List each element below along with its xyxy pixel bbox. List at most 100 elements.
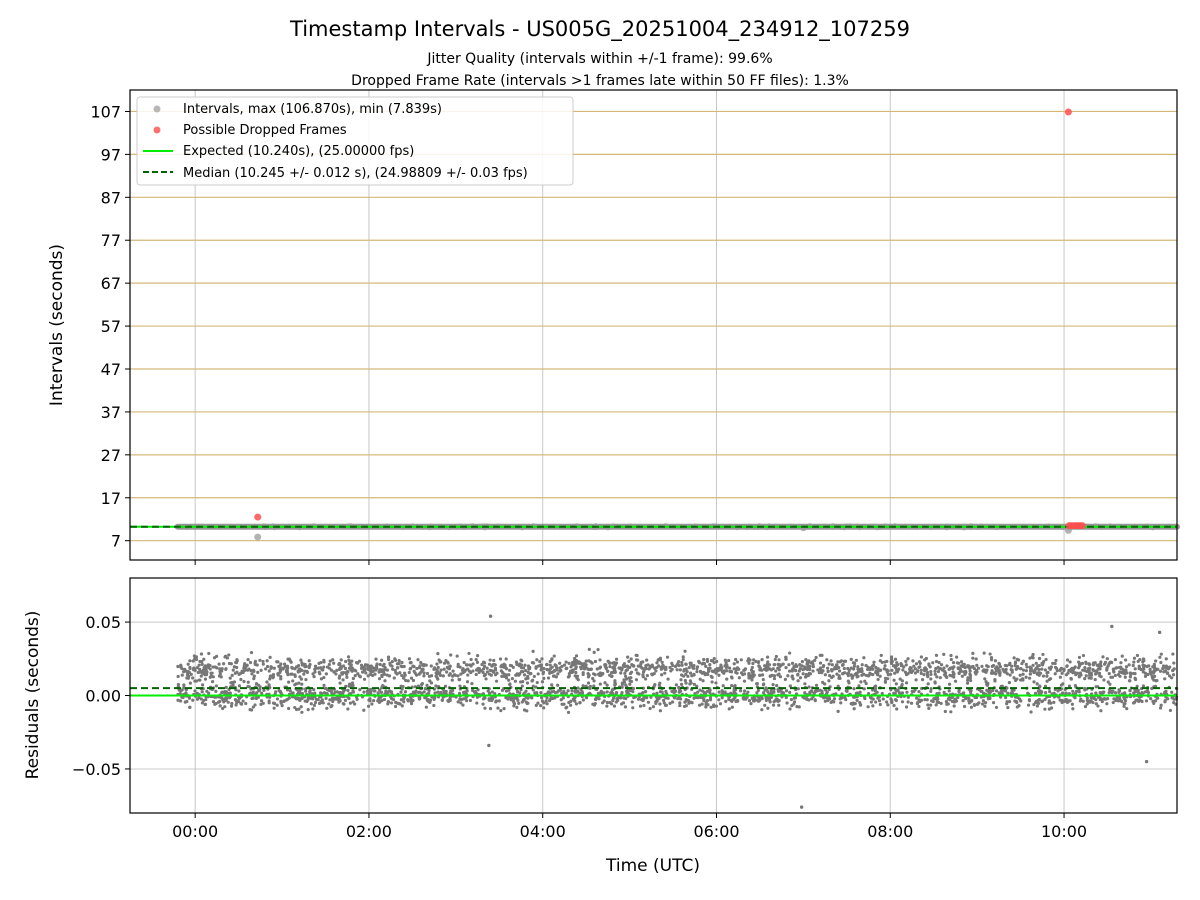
residual-point <box>545 696 549 700</box>
residual-point <box>693 692 697 696</box>
residual-point <box>576 686 580 690</box>
residual-point <box>1083 705 1088 709</box>
residual-point <box>1124 665 1129 669</box>
residual-point <box>721 684 725 688</box>
residual-point <box>1123 675 1127 679</box>
residual-point <box>275 660 279 664</box>
residual-point <box>1109 675 1113 679</box>
residual-point <box>469 657 473 662</box>
residual-point <box>634 668 638 672</box>
residual-point <box>541 670 546 674</box>
residual-point <box>200 660 204 664</box>
residual-point <box>203 677 208 681</box>
residual-point <box>259 668 263 672</box>
residual-point <box>944 699 948 704</box>
residual-point <box>449 653 453 657</box>
residual-point <box>661 663 665 668</box>
residual-point <box>542 706 546 710</box>
residual-point <box>620 690 624 695</box>
residual-point <box>1018 673 1022 677</box>
residual-point <box>764 698 768 702</box>
residual-point <box>631 686 635 691</box>
residual-point <box>969 688 973 693</box>
residual-point <box>708 690 712 695</box>
residual-point <box>876 677 880 682</box>
residual-point <box>1111 667 1116 671</box>
residual-point <box>646 700 651 704</box>
residual-point <box>1139 667 1143 672</box>
residual-point <box>943 709 947 714</box>
residual-point <box>619 696 623 700</box>
residual-point <box>448 672 452 676</box>
residual-point <box>362 708 366 712</box>
residual-point <box>919 671 923 675</box>
residual-point <box>578 701 582 705</box>
residual-point <box>913 667 917 671</box>
residual-point <box>679 682 684 686</box>
residual-point <box>674 683 678 687</box>
residual-point <box>1071 671 1075 675</box>
residual-point <box>645 696 649 700</box>
residual-point <box>757 665 761 669</box>
residual-point <box>678 703 682 708</box>
residual-point <box>967 698 971 703</box>
residual-point <box>470 688 475 693</box>
residual-point <box>517 701 521 705</box>
residual-point <box>1143 671 1148 675</box>
residual-point <box>631 706 635 710</box>
residual-point <box>909 701 914 705</box>
residual-point <box>945 675 949 679</box>
residual-point <box>849 657 853 662</box>
residual-point <box>1162 664 1166 668</box>
residual-point <box>476 654 480 658</box>
residual-point <box>574 654 579 658</box>
residual-point <box>965 678 970 682</box>
residual-point <box>415 666 419 671</box>
residual-point <box>675 668 679 672</box>
residual-point <box>939 663 944 667</box>
residual-point <box>1056 689 1060 693</box>
top-y-tick-label: 47 <box>101 360 121 379</box>
residual-point <box>830 663 834 667</box>
residual-point <box>643 677 648 681</box>
residual-point <box>1105 666 1109 670</box>
residual-point <box>202 657 206 661</box>
residual-point <box>214 689 218 693</box>
residual-point <box>1000 690 1004 694</box>
residual-point <box>340 671 344 675</box>
residual-point <box>662 698 666 702</box>
residual-point <box>1010 664 1014 668</box>
residual-point <box>765 668 769 672</box>
residual-point <box>364 671 368 675</box>
residual-point <box>203 702 208 707</box>
residual-point <box>953 698 958 702</box>
residual-point <box>235 665 239 670</box>
residual-point <box>519 680 523 684</box>
residual-point <box>866 665 870 669</box>
residual-point <box>763 688 767 692</box>
residual-point <box>1156 696 1160 700</box>
residual-point <box>596 648 600 652</box>
residual-point <box>774 669 778 673</box>
residual-point <box>346 707 350 711</box>
residual-point <box>220 690 224 695</box>
residual-point <box>747 676 751 680</box>
residual-point <box>282 699 287 703</box>
residual-point <box>912 689 916 694</box>
residual-point <box>1070 702 1074 706</box>
residual-point <box>240 669 244 673</box>
residual-point <box>961 698 965 703</box>
residual-point <box>507 678 511 682</box>
residual-point <box>1110 624 1114 629</box>
residual-point <box>202 667 206 671</box>
residual-point <box>581 698 585 702</box>
residual-point <box>237 672 241 676</box>
residual-point <box>1012 676 1016 680</box>
residual-point <box>929 677 933 681</box>
residual-point <box>255 691 259 695</box>
residual-point <box>425 683 429 687</box>
residual-point <box>246 658 250 662</box>
residual-point <box>515 705 519 709</box>
residual-point <box>474 672 478 677</box>
residual-point <box>182 683 186 687</box>
